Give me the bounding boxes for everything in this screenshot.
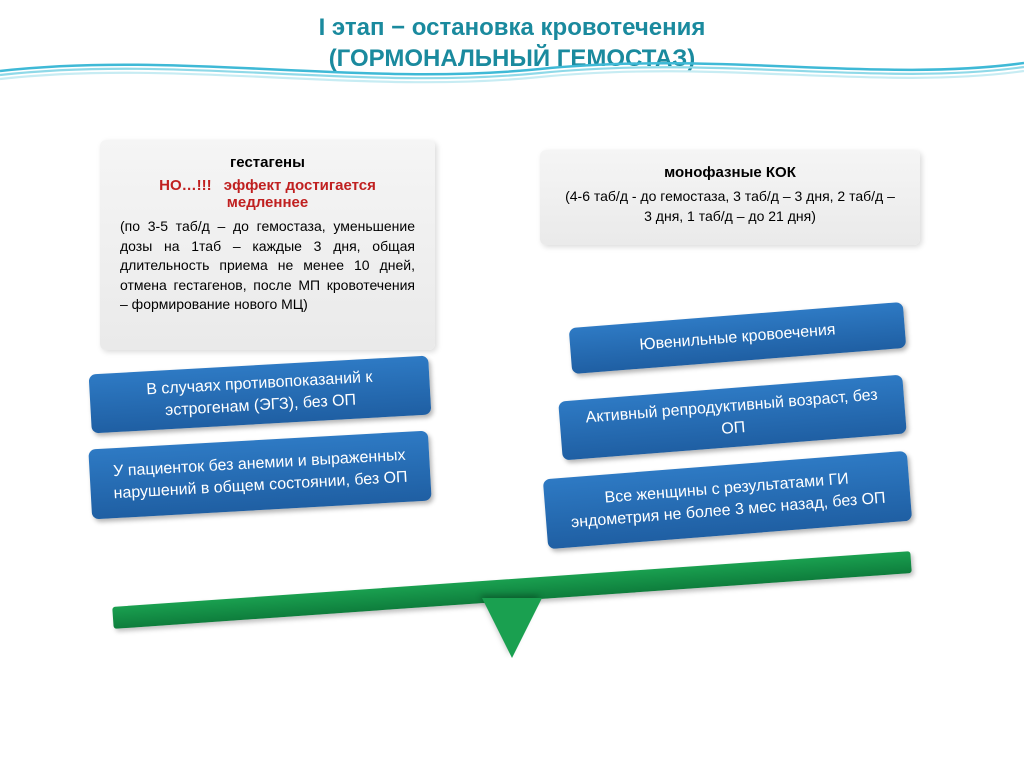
warning-no: НО…!!! xyxy=(159,177,212,194)
bluebox-left-2: У пациенток без анемии и выраженных нару… xyxy=(88,431,431,520)
wave-decoration xyxy=(0,55,1024,95)
bluebox-right-3-text: Все женщины с результатами ГИ эндометрия… xyxy=(558,465,897,534)
content-area: гестагены НО…!!! эффект достигается медл… xyxy=(0,140,1024,700)
bluebox-right-2-text: Активный репродуктивный возраст, без ОП xyxy=(573,384,892,452)
bluebox-left-1-text: В случаях противопоказаний к эстрогенам … xyxy=(103,364,417,425)
bluebox-left-1: В случаях противопоказаний к эстрогенам … xyxy=(89,356,432,434)
seesaw-fulcrum xyxy=(482,598,542,658)
gestagens-body: (по 3-5 таб/д – до гемостаза, уменьшение… xyxy=(120,217,415,315)
kok-title: монофазные КОК xyxy=(560,164,900,181)
bluebox-right-1-text: Ювенильные кровоечения xyxy=(639,320,837,357)
bluebox-right-2: Активный репродуктивный возраст, без ОП xyxy=(558,375,907,461)
gestagens-warning: НО…!!! эффект достигается медленнее xyxy=(120,177,415,211)
warning-effect: эффект достигается медленнее xyxy=(224,177,376,211)
kok-card: монофазные КОК (4-6 таб/д - до гемостаза… xyxy=(540,150,920,245)
gestagens-title: гестагены xyxy=(120,154,415,171)
kok-body: (4-6 таб/д - до гемостаза, 3 таб/д – 3 д… xyxy=(560,187,900,226)
bluebox-right-1: Ювенильные кровоечения xyxy=(569,302,907,374)
title-line-1: I этап − остановка кровотечения xyxy=(319,14,706,41)
gestagens-card: гестагены НО…!!! эффект достигается медл… xyxy=(100,140,435,350)
bluebox-left-2-text: У пациенток без анемии и выраженных нару… xyxy=(103,445,417,506)
bluebox-right-3: Все женщины с результатами ГИ эндометрия… xyxy=(543,451,912,549)
